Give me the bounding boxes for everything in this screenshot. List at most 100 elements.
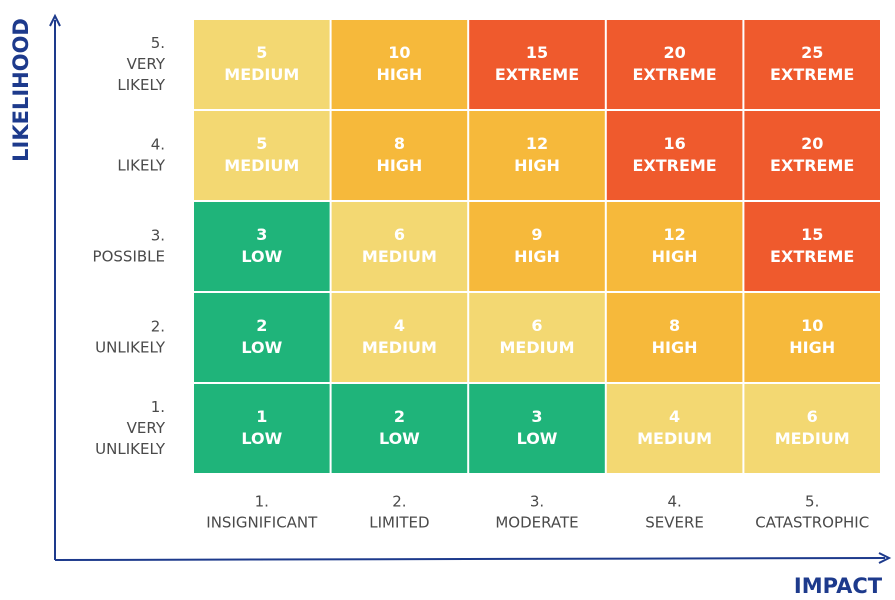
cell-level: HIGH — [376, 156, 422, 175]
risk-cell — [744, 293, 880, 382]
risk-cell — [331, 20, 468, 109]
cell-score: 20 — [663, 43, 685, 62]
cell-score: 12 — [663, 225, 685, 244]
cell-level: LOW — [241, 429, 282, 448]
x-axis-title: IMPACT — [794, 574, 883, 598]
row-label: 1. — [151, 398, 165, 416]
x-axis — [54, 557, 886, 561]
x-arrow — [878, 552, 892, 564]
cell-score: 6 — [531, 316, 542, 335]
cell-level: MEDIUM — [224, 156, 299, 175]
risk-cell — [469, 202, 605, 291]
risk-cell — [194, 384, 330, 473]
risk-cell — [331, 384, 468, 473]
cell-score: 16 — [663, 134, 685, 153]
cell-level: HIGH — [652, 247, 698, 266]
risk-cell — [194, 20, 330, 109]
column-label: 3. — [530, 493, 544, 511]
cell-level: MEDIUM — [224, 65, 299, 84]
cell-score: 1 — [256, 407, 267, 426]
risk-cell — [194, 202, 330, 291]
risk-cell — [331, 111, 468, 200]
risk-cell — [469, 293, 605, 382]
cell-score: 15 — [801, 225, 823, 244]
cell-score: 6 — [394, 225, 405, 244]
row-label: UNLIKELY — [95, 339, 166, 357]
risk-cell — [744, 202, 880, 291]
row-label: LIKELY — [117, 157, 165, 175]
column-label: LIMITED — [369, 514, 429, 532]
risk-cell — [469, 384, 605, 473]
row-label: POSSIBLE — [93, 248, 165, 266]
cell-score: 15 — [526, 43, 548, 62]
row-label: VERY — [127, 419, 166, 437]
cell-score: 10 — [388, 43, 410, 62]
cell-level: EXTREME — [632, 156, 716, 175]
cell-level: EXTREME — [770, 247, 854, 266]
risk-cell — [606, 384, 743, 473]
cell-level: EXTREME — [770, 65, 854, 84]
cell-level: LOW — [241, 247, 282, 266]
cell-level: LOW — [379, 429, 420, 448]
risk-cell — [744, 111, 880, 200]
risk-cell — [194, 111, 330, 200]
risk-cell — [606, 202, 743, 291]
row-label: UNLIKELY — [95, 440, 166, 458]
y-axis-title: LIKELIHOOD — [9, 18, 33, 162]
cell-score: 3 — [256, 225, 267, 244]
cell-level: EXTREME — [495, 65, 579, 84]
risk-cell — [606, 293, 743, 382]
cell-score: 5 — [256, 134, 267, 153]
column-label: 2. — [392, 493, 406, 511]
risk-cell — [606, 20, 743, 109]
row-label: 5. — [151, 34, 165, 52]
row-label: 3. — [151, 227, 165, 245]
risk-cell — [744, 384, 880, 473]
risk-cell — [744, 20, 880, 109]
cell-level: MEDIUM — [362, 247, 437, 266]
cell-score: 9 — [531, 225, 542, 244]
cell-level: MEDIUM — [362, 338, 437, 357]
row-label: 4. — [151, 136, 165, 154]
cell-score: 4 — [394, 316, 405, 335]
risk-cell — [469, 111, 605, 200]
cell-score: 12 — [526, 134, 548, 153]
cell-level: MEDIUM — [637, 429, 712, 448]
row-label: 2. — [151, 318, 165, 336]
cell-level: MEDIUM — [775, 429, 850, 448]
cell-score: 2 — [394, 407, 405, 426]
column-label: CATASTROPHIC — [755, 514, 869, 532]
cell-score: 8 — [669, 316, 680, 335]
column-label: INSIGNIFICANT — [206, 514, 318, 532]
cell-score: 2 — [256, 316, 267, 335]
column-label: 1. — [255, 493, 269, 511]
cell-score: 25 — [801, 43, 823, 62]
cell-score: 3 — [531, 407, 542, 426]
cell-score: 8 — [394, 134, 405, 153]
cell-score: 20 — [801, 134, 823, 153]
cell-score: 5 — [256, 43, 267, 62]
column-label: 4. — [667, 493, 681, 511]
cell-level: LOW — [517, 429, 558, 448]
risk-cell — [194, 293, 330, 382]
row-label: VERY — [127, 55, 166, 73]
row-label: LIKELY — [117, 76, 165, 94]
cell-level: EXTREME — [770, 156, 854, 175]
cell-level: HIGH — [514, 156, 560, 175]
cell-score: 4 — [669, 407, 680, 426]
y-arrow — [49, 13, 61, 27]
risk-cell — [469, 20, 605, 109]
cell-level: LOW — [241, 338, 282, 357]
cell-level: EXTREME — [632, 65, 716, 84]
cell-level: HIGH — [514, 247, 560, 266]
column-label: SEVERE — [645, 514, 704, 532]
cell-level: HIGH — [652, 338, 698, 357]
cell-level: MEDIUM — [500, 338, 575, 357]
risk-cell — [606, 111, 743, 200]
cell-level: HIGH — [376, 65, 422, 84]
column-label: 5. — [805, 493, 819, 511]
cell-level: HIGH — [789, 338, 835, 357]
risk-cell — [331, 293, 468, 382]
cell-score: 10 — [801, 316, 823, 335]
